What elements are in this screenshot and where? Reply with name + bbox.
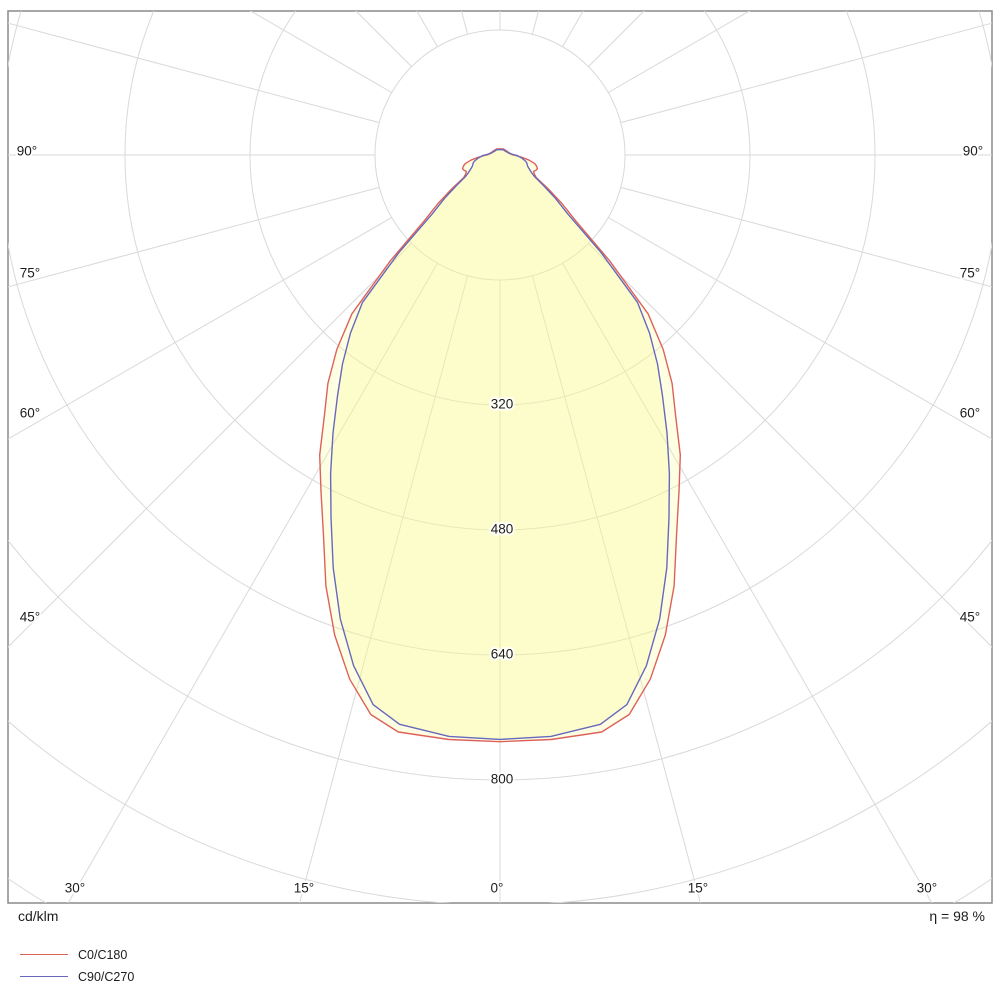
angle-label: 30° [917,881,937,896]
ring-value-label: 480 [491,522,514,537]
grid-spoke [620,22,992,124]
efficiency-label: η = 98 % [929,908,985,924]
legend-line-c90-c270-swatch [20,976,68,977]
grid-spoke [620,186,992,288]
angle-label: 75° [20,266,40,281]
grid-spoke [67,263,438,903]
grid-spoke [8,243,412,648]
angle-label: 45° [960,610,980,625]
intensity-curve-C90/C270 [329,148,671,741]
legend: C0/C180 C90/C270 [20,947,134,984]
grid-spoke [608,217,992,440]
grid-spoke [8,22,380,124]
angle-label: 90° [17,144,37,159]
intensity-fill-C0/C180 [319,148,681,742]
angle-label: 15° [688,881,708,896]
unit-label: cd/klm [18,908,59,924]
legend-label-c0-c180: C0/C180 [78,947,128,962]
legend-line-c0-c180-swatch [20,954,68,955]
legend-item-c90-c270: C90/C270 [20,969,134,984]
angle-label: 45° [20,610,40,625]
intensity-curve-C0/C180 [319,148,681,743]
legend-item-c0-c180: C0/C180 [20,947,134,962]
grid-spoke [588,243,992,648]
intensity-fill-C90/C270 [330,149,670,740]
angle-label: 15° [294,881,314,896]
grid-spoke [8,217,392,440]
angle-label: 0° [491,881,504,896]
ring-value-label: 320 [491,397,514,412]
legend-label-c90-c270: C90/C270 [78,969,135,984]
angle-label: 75° [960,266,980,281]
grid-spoke [531,275,701,903]
ring-value-label: 640 [491,647,514,662]
angle-label: 90° [963,144,983,159]
grid-spoke [299,275,469,903]
ring-value-label: 800 [491,772,514,787]
grid-spoke [8,186,380,288]
angle-label: 60° [20,406,40,421]
angle-label: 30° [65,881,85,896]
angle-label: 60° [960,406,980,421]
grid-spoke [562,263,933,903]
